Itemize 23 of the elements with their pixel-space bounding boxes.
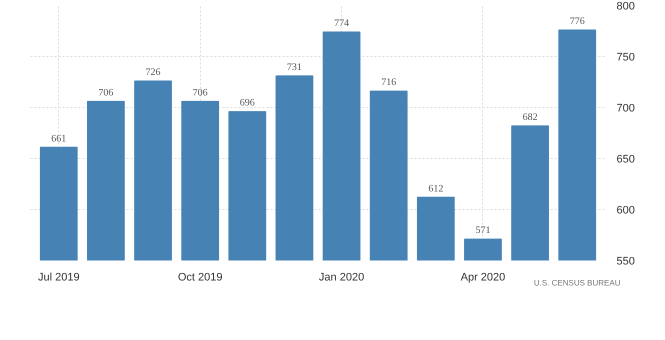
x-tick-label: Oct 2019 bbox=[178, 272, 222, 284]
data-label: 716 bbox=[381, 77, 396, 88]
y-tick-label: 700 bbox=[616, 102, 635, 114]
y-tick-label: 650 bbox=[616, 154, 635, 166]
data-label: 706 bbox=[192, 87, 208, 98]
x-tick-label: Apr 2020 bbox=[460, 272, 506, 284]
data-label: 706 bbox=[98, 87, 114, 98]
data-label: 612 bbox=[428, 183, 444, 194]
data-label: 731 bbox=[286, 62, 302, 73]
y-tick-label: 550 bbox=[616, 256, 635, 268]
x-tick-label: Jan 2020 bbox=[318, 272, 364, 284]
data-label: 682 bbox=[522, 112, 538, 123]
data-label: 774 bbox=[334, 18, 350, 30]
text: U.S. CENSUS BUREAU bbox=[534, 278, 621, 288]
y-tick-label: 800 bbox=[616, 0, 635, 12]
x-tick-label: Jul 2019 bbox=[38, 272, 80, 284]
data-label: 696 bbox=[240, 98, 255, 109]
y-tick-label: 600 bbox=[616, 204, 635, 216]
y-tick-label: 750 bbox=[616, 52, 635, 64]
data-label: 776 bbox=[570, 16, 585, 27]
data-label: 726 bbox=[146, 66, 161, 78]
data-label: 571 bbox=[475, 225, 490, 236]
data-label: 661 bbox=[51, 133, 66, 144]
